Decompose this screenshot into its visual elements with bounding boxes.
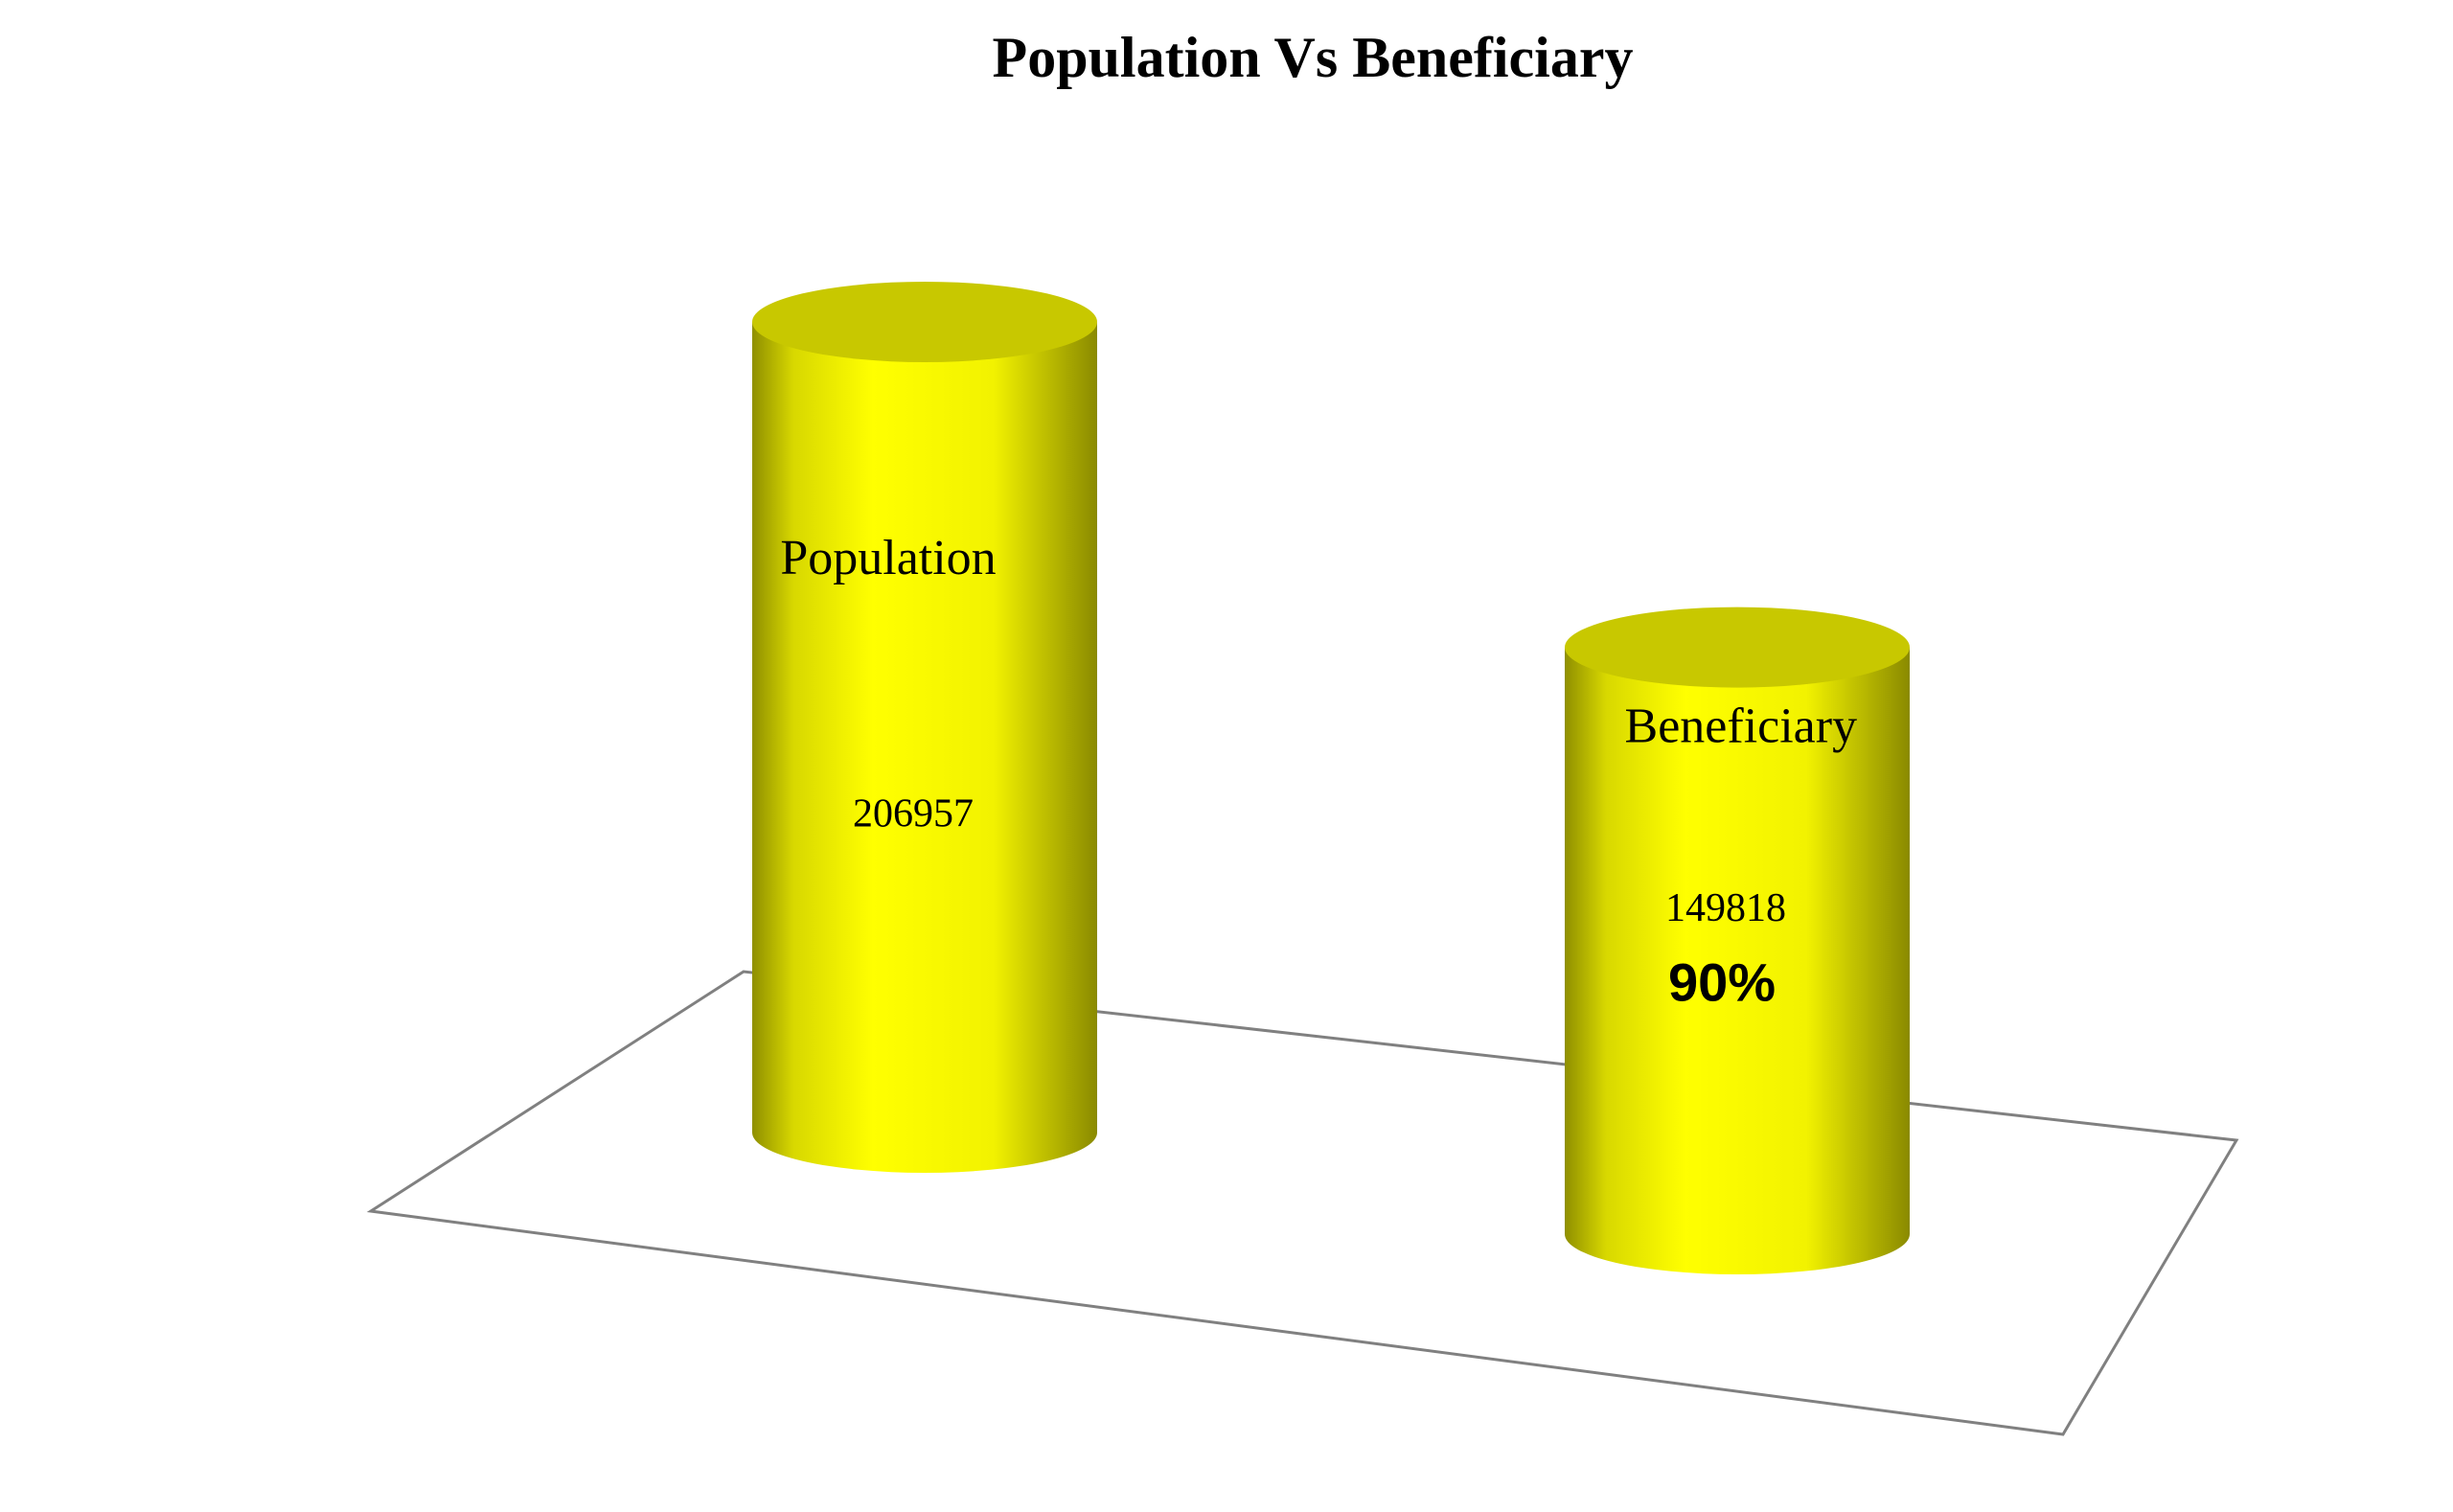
cylinder: [752, 322, 1097, 1173]
cylinder-top: [752, 282, 1097, 362]
cylinder-top: [1565, 607, 1910, 688]
category-label: Population: [780, 531, 996, 585]
chart-title: Population Vs Beneficiary: [993, 26, 1634, 89]
cylinder: [1565, 647, 1910, 1274]
annotation: 90%: [1668, 951, 1776, 1012]
floor: [366, 970, 2239, 1436]
value-label: 149818: [1665, 886, 1786, 930]
value-label: 206957: [853, 792, 974, 836]
category-label: Beneficiary: [1625, 699, 1858, 754]
